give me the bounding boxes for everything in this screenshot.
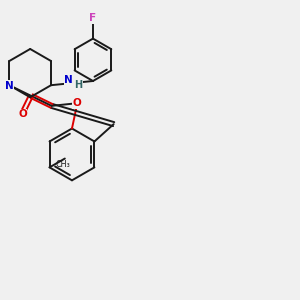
Text: N: N [5, 81, 14, 91]
Text: H: H [74, 80, 83, 90]
Text: CH₃: CH₃ [56, 160, 71, 169]
Text: N: N [64, 75, 73, 85]
Text: O: O [73, 98, 82, 108]
Text: F: F [89, 13, 97, 23]
Text: O: O [18, 110, 27, 119]
